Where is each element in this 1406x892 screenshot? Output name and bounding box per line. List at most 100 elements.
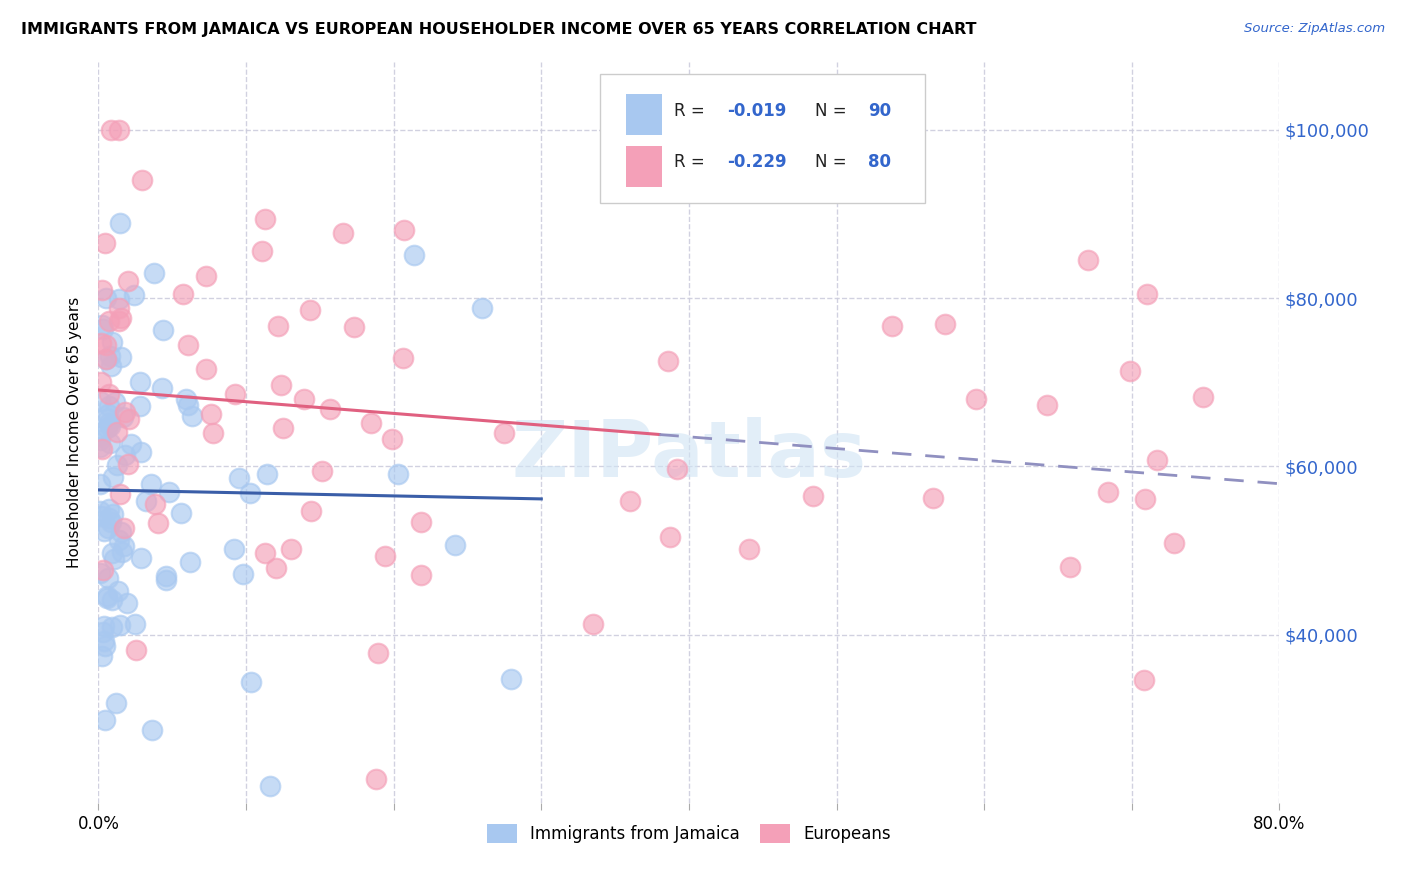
Point — [657, 354, 679, 368]
Point — [157, 485, 180, 500]
Point — [404, 247, 426, 261]
Point — [256, 467, 278, 481]
Point — [360, 417, 382, 431]
Point — [98, 511, 121, 525]
Point — [91, 322, 114, 336]
Point — [1133, 492, 1156, 507]
Point — [89, 503, 111, 517]
Point — [1192, 390, 1215, 404]
Point — [177, 398, 200, 412]
Point — [100, 122, 122, 136]
Point — [97, 416, 120, 430]
Point — [90, 335, 112, 350]
Text: 80: 80 — [869, 153, 891, 171]
Point — [194, 361, 217, 376]
Point — [103, 552, 125, 566]
Point — [311, 464, 333, 478]
Text: -0.019: -0.019 — [727, 102, 786, 120]
Point — [155, 569, 177, 583]
Point — [118, 412, 141, 426]
Point — [1097, 484, 1119, 499]
Point — [1119, 364, 1142, 378]
Point — [129, 375, 152, 389]
Point — [152, 322, 174, 336]
Point — [222, 541, 245, 556]
Point — [90, 283, 112, 297]
Point — [659, 530, 682, 544]
Point — [129, 550, 152, 565]
Point — [110, 525, 132, 540]
Point — [117, 596, 139, 610]
Point — [1146, 452, 1168, 467]
Point — [89, 476, 111, 491]
Point — [141, 476, 163, 491]
Point — [91, 442, 114, 456]
Point — [880, 318, 903, 333]
Point — [141, 723, 163, 737]
Point — [1136, 287, 1159, 301]
Point — [96, 589, 118, 603]
Point — [117, 458, 139, 472]
Point — [129, 445, 152, 459]
Point — [96, 352, 118, 367]
Point — [492, 426, 515, 441]
Point — [105, 696, 128, 710]
Point — [259, 779, 281, 793]
Point — [97, 407, 120, 421]
Bar — [626, 95, 662, 135]
Point — [111, 544, 134, 558]
Point — [129, 399, 152, 413]
Point — [96, 591, 118, 605]
Point — [582, 617, 605, 632]
Legend: Immigrants from Jamaica, Europeans: Immigrants from Jamaica, Europeans — [481, 817, 897, 850]
Point — [96, 421, 118, 435]
Point — [921, 491, 943, 505]
Point — [409, 515, 432, 529]
Point — [94, 713, 117, 727]
Point — [145, 497, 167, 511]
Point — [93, 633, 115, 648]
Point — [107, 292, 129, 306]
Point — [105, 458, 128, 473]
Point — [112, 539, 135, 553]
Point — [202, 426, 225, 441]
Point — [98, 387, 121, 401]
Point — [387, 467, 409, 482]
Point — [125, 642, 148, 657]
Point — [155, 573, 177, 587]
Point — [392, 222, 415, 236]
Point — [100, 334, 122, 349]
Point — [94, 235, 117, 250]
Point — [231, 567, 253, 582]
Point — [97, 411, 120, 425]
Point — [101, 470, 124, 484]
Point — [94, 640, 117, 654]
Text: ZIPatlas: ZIPatlas — [512, 417, 866, 493]
Point — [738, 541, 761, 556]
Point — [94, 291, 117, 305]
Point — [1077, 253, 1099, 268]
Point — [89, 393, 111, 408]
Point — [177, 337, 200, 351]
Point — [104, 395, 127, 409]
Point — [665, 462, 688, 476]
Point — [1035, 398, 1057, 412]
Point — [91, 318, 114, 332]
Point — [89, 429, 111, 443]
Point — [111, 410, 134, 425]
Point — [1059, 560, 1081, 574]
Point — [179, 555, 201, 569]
Point — [366, 772, 388, 787]
Point — [280, 541, 302, 556]
Point — [250, 244, 273, 259]
Point — [318, 402, 340, 417]
Point — [411, 568, 433, 582]
Point — [270, 378, 292, 392]
Point — [108, 487, 131, 501]
Text: N =: N = — [815, 102, 852, 120]
Point — [101, 593, 124, 607]
Bar — [626, 146, 662, 186]
Point — [100, 546, 122, 560]
Point — [298, 303, 321, 318]
Point — [934, 317, 956, 331]
